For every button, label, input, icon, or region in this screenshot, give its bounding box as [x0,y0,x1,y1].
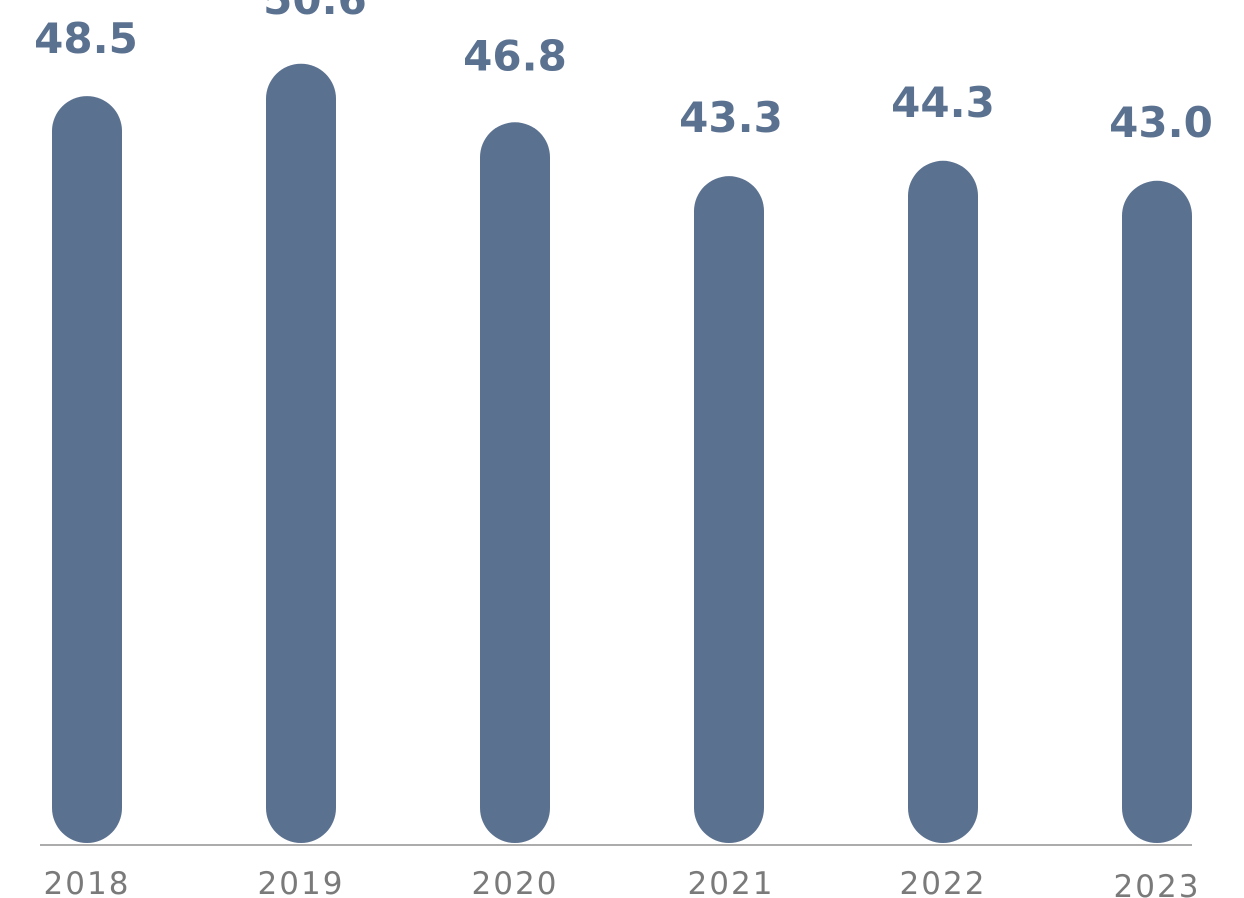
x-tick-label-2021: 2021 [688,866,775,898]
value-label-2021: 43.3 [679,93,783,142]
x-tick-label-2020: 2020 [472,866,559,898]
x-tick-label-2022: 2022 [900,866,987,898]
x-tick-labels-group: 2018 2019 2020 2021 2022 2023 [44,866,1201,898]
value-label-2023: 43.0 [1109,98,1213,147]
value-label-2022: 44.3 [891,78,995,127]
x-tick-label-2023: 2023 [1114,869,1201,898]
x-tick-label-2018: 2018 [44,866,131,898]
bars-group [52,63,1192,843]
x-tick-label-2019: 2019 [258,866,345,898]
value-label-2020: 46.8 [463,31,567,80]
value-labels-group: 48.5 50.6 46.8 43.3 44.3 43.0 [34,0,1213,147]
value-label-2019: 50.6 [263,0,367,24]
value-label-2018: 48.5 [34,14,138,63]
